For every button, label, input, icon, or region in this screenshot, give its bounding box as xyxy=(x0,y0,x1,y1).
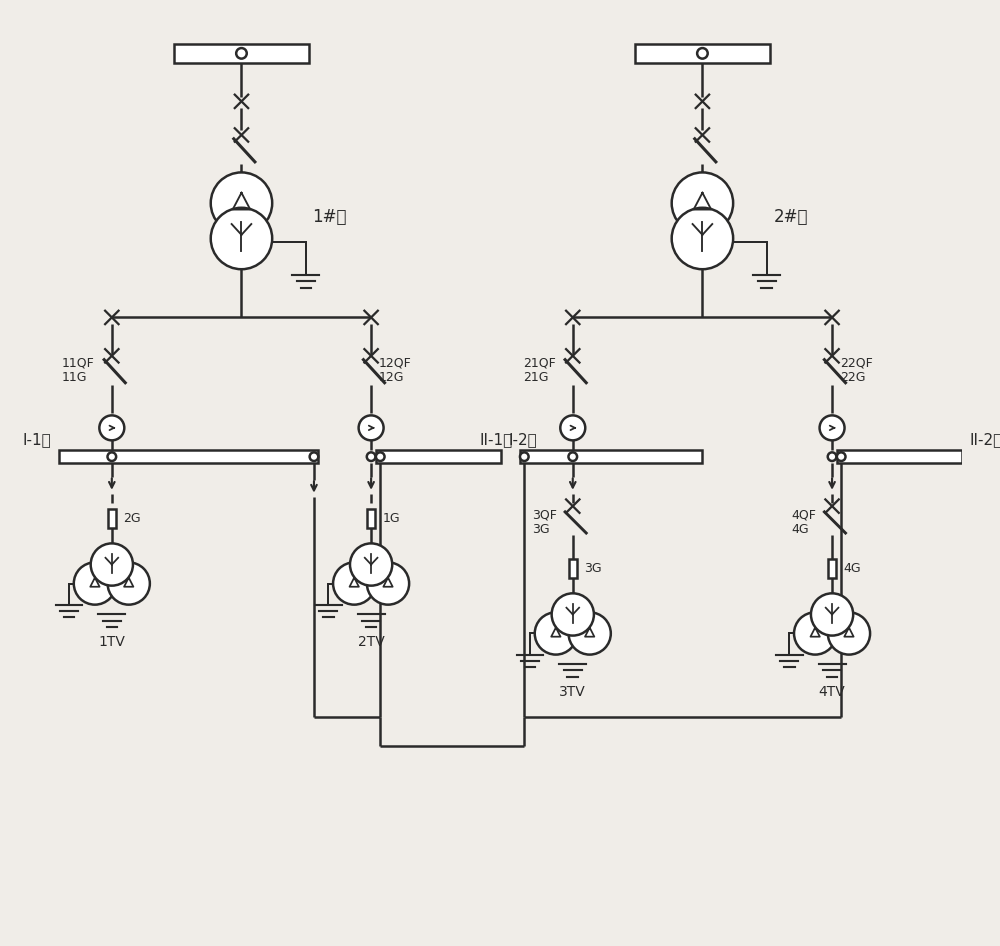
Circle shape xyxy=(794,612,836,655)
Bar xyxy=(59,450,318,463)
Circle shape xyxy=(535,612,577,655)
Circle shape xyxy=(211,172,272,234)
Bar xyxy=(376,450,501,463)
Circle shape xyxy=(697,48,708,59)
Text: I-2母: I-2母 xyxy=(508,432,537,447)
Circle shape xyxy=(333,563,375,604)
Circle shape xyxy=(211,208,272,270)
Circle shape xyxy=(672,208,733,270)
Circle shape xyxy=(108,563,150,604)
Bar xyxy=(828,559,836,578)
Circle shape xyxy=(236,48,247,59)
Circle shape xyxy=(828,452,836,461)
Text: 3TV: 3TV xyxy=(559,685,586,699)
Text: 3G: 3G xyxy=(584,562,602,575)
Circle shape xyxy=(359,415,384,440)
Bar xyxy=(569,559,577,578)
Circle shape xyxy=(837,452,846,461)
Circle shape xyxy=(568,452,577,461)
Text: II-2母: II-2母 xyxy=(969,432,1000,447)
Circle shape xyxy=(828,612,870,655)
Text: 21QF
21G: 21QF 21G xyxy=(523,357,556,384)
Text: 12QF
12G: 12QF 12G xyxy=(379,357,412,384)
Circle shape xyxy=(820,415,845,440)
Text: II-1母: II-1母 xyxy=(479,432,512,447)
Circle shape xyxy=(367,563,409,604)
Bar xyxy=(108,509,116,528)
Bar xyxy=(174,44,309,63)
Text: 2#变: 2#变 xyxy=(773,207,808,225)
Circle shape xyxy=(108,452,116,461)
Circle shape xyxy=(74,563,116,604)
Circle shape xyxy=(350,543,392,586)
Text: 4TV: 4TV xyxy=(819,685,845,699)
Circle shape xyxy=(91,543,133,586)
Text: 2G: 2G xyxy=(123,512,141,525)
Text: 2TV: 2TV xyxy=(358,636,384,649)
Circle shape xyxy=(310,452,318,461)
Text: I-1母: I-1母 xyxy=(23,432,51,447)
Circle shape xyxy=(99,415,124,440)
Circle shape xyxy=(552,593,594,636)
Circle shape xyxy=(569,612,611,655)
Text: 4QF
4G: 4QF 4G xyxy=(792,508,817,536)
Text: 1G: 1G xyxy=(383,512,400,525)
Bar xyxy=(367,509,375,528)
Text: 3QF
3G: 3QF 3G xyxy=(532,508,557,536)
Circle shape xyxy=(672,172,733,234)
Text: 11QF
11G: 11QF 11G xyxy=(62,357,95,384)
Circle shape xyxy=(376,452,385,461)
Bar xyxy=(520,450,702,463)
Circle shape xyxy=(367,452,375,461)
Text: 4G: 4G xyxy=(844,562,861,575)
Circle shape xyxy=(811,593,853,636)
Bar xyxy=(837,450,962,463)
Text: 1#变: 1#变 xyxy=(313,207,347,225)
Bar xyxy=(635,44,770,63)
Circle shape xyxy=(560,415,585,440)
Text: 1TV: 1TV xyxy=(98,636,125,649)
Text: 22QF
22G: 22QF 22G xyxy=(840,357,872,384)
Circle shape xyxy=(520,452,529,461)
